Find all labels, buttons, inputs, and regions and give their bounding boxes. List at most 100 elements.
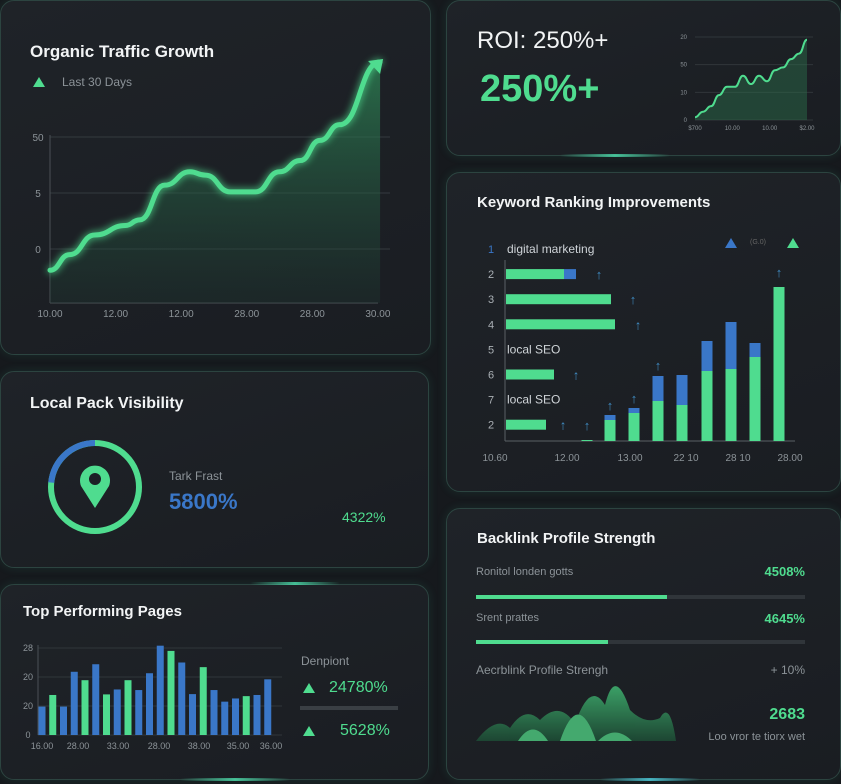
roi-title: ROI: 250%+ xyxy=(477,27,609,54)
backlink-row-label: Ronitol londen gotts xyxy=(476,566,574,578)
page-bar xyxy=(146,673,153,735)
ranking-bar xyxy=(506,419,546,430)
organic-traffic-title: Organic Traffic Growth xyxy=(30,42,215,61)
arrow-up-icon: ↑ xyxy=(573,368,580,383)
bar-blue xyxy=(628,408,640,413)
bar-blue xyxy=(701,341,713,371)
x-tick-label: 28.00 xyxy=(234,309,259,320)
bar-green xyxy=(652,401,664,441)
backlink-row-label: Srent prattes xyxy=(476,612,539,624)
y-tick-label: 20 xyxy=(23,672,33,682)
y-tick-label: 10 xyxy=(680,90,687,96)
page-bar xyxy=(221,701,229,735)
arrow-up-icon: ↑ xyxy=(584,418,591,433)
bar-green xyxy=(725,369,737,441)
backlink-progress-bar xyxy=(476,595,805,599)
local-pack-panel xyxy=(0,371,429,568)
arrow-up-icon: ↑ xyxy=(607,398,614,413)
page-bar xyxy=(49,694,57,735)
page-bar xyxy=(199,667,207,735)
y-tick-label: 0 xyxy=(684,118,688,124)
page-bar xyxy=(103,694,110,735)
backlink-title: Backlink Profile Strength xyxy=(477,530,656,547)
page-bar xyxy=(135,690,143,735)
divider xyxy=(300,706,398,710)
triangle-up-icon xyxy=(303,726,315,736)
keyword-label: local SEO xyxy=(507,342,560,356)
ranking-bar xyxy=(506,319,615,330)
roi-line xyxy=(694,38,808,119)
legend-triangle-icon xyxy=(33,77,45,87)
bar-blue xyxy=(749,343,761,357)
backlink-metric-caption: Loo vror te tiorx wet xyxy=(708,731,805,743)
page-bar xyxy=(167,650,175,735)
x-tick-label: 30.00 xyxy=(365,309,390,320)
organic-traffic-chart: 0 5 50 10.00 12.00 12.00 28.00 28.00 30.00 xyxy=(32,58,391,320)
backlink-metric: 2683 xyxy=(769,706,805,723)
x-tick-label: 12.00 xyxy=(169,309,194,320)
roi-value: 250%+ xyxy=(480,68,600,110)
page-bar xyxy=(124,680,132,735)
x-tick-label: 28.00 xyxy=(148,741,171,751)
x-tick-label: 10.60 xyxy=(482,453,507,464)
x-tick-label: 38.00 xyxy=(188,741,211,751)
x-tick-label: 13.00 xyxy=(617,453,642,464)
legend-blue-triangle-icon xyxy=(725,238,737,248)
visibility-ring-blue-arc xyxy=(48,440,96,484)
x-tick-label: 33.00 xyxy=(107,741,130,751)
arrow-up-icon: ↑ xyxy=(560,418,567,433)
bar-green xyxy=(773,287,785,441)
rank-number: 5 xyxy=(488,344,494,356)
y-tick-label: 0 xyxy=(35,245,41,256)
pages-stat-1: 24780% xyxy=(329,679,388,696)
arrow-up-icon: ↑ xyxy=(631,391,638,406)
x-tick-label: 16.00 xyxy=(31,741,54,751)
ranking-bar-gain xyxy=(564,269,576,280)
keyword-label: digital marketing xyxy=(507,242,594,256)
page-bar xyxy=(264,679,272,735)
arrow-head-icon xyxy=(368,58,384,74)
rank-number: 2 xyxy=(488,420,494,432)
legend-green-triangle-icon xyxy=(787,238,799,248)
x-tick-label: 12.00 xyxy=(554,453,579,464)
x-tick-label: 10.00 xyxy=(725,126,741,132)
y-tick-label: 28 xyxy=(23,643,33,653)
ranking-bar xyxy=(506,269,564,280)
bar-green xyxy=(676,405,688,441)
x-tick-label: $700 xyxy=(688,126,702,132)
y-tick-label: 0 xyxy=(25,730,30,740)
keyword-label: local SEO xyxy=(507,393,560,407)
page-bar xyxy=(210,690,218,735)
bar-green xyxy=(701,371,713,441)
bar-blue xyxy=(652,376,664,401)
page-bar xyxy=(38,706,46,735)
page-bar xyxy=(60,706,67,735)
backlink-sub-value: + 10% xyxy=(770,663,805,677)
x-tick-label: 22 10 xyxy=(673,453,698,464)
x-tick-label: 12.00 xyxy=(103,309,128,320)
page-bar xyxy=(242,696,250,735)
rank-number: 2 xyxy=(488,269,494,281)
x-tick-label: 36.00 xyxy=(260,741,283,751)
arrow-up-icon: ↑ xyxy=(776,265,783,280)
x-tick-label: 10.00 xyxy=(762,126,778,132)
triangle-up-icon xyxy=(303,683,315,693)
rank-number: 6 xyxy=(488,370,494,382)
pages-stat-2: 5628% xyxy=(340,722,390,739)
arrow-up-icon: ↑ xyxy=(596,267,603,282)
local-secondary: 4322% xyxy=(342,509,386,525)
legend-label: Last 30 Days xyxy=(62,75,133,89)
keyword-legend-label: (G.0) xyxy=(750,239,766,246)
x-tick-label: 35.00 xyxy=(227,741,250,751)
bar-blue xyxy=(725,322,737,369)
local-value: 5800% xyxy=(169,489,238,514)
y-tick-label: 20 xyxy=(680,35,687,41)
rank-number: 1 xyxy=(488,244,494,256)
backlink-row-value: 4508% xyxy=(764,564,805,579)
ranking-bar xyxy=(506,369,554,380)
backlink-row-value: 4645% xyxy=(764,611,805,626)
x-tick-label: 28.00 xyxy=(67,741,90,751)
rank-number: 4 xyxy=(488,319,494,331)
